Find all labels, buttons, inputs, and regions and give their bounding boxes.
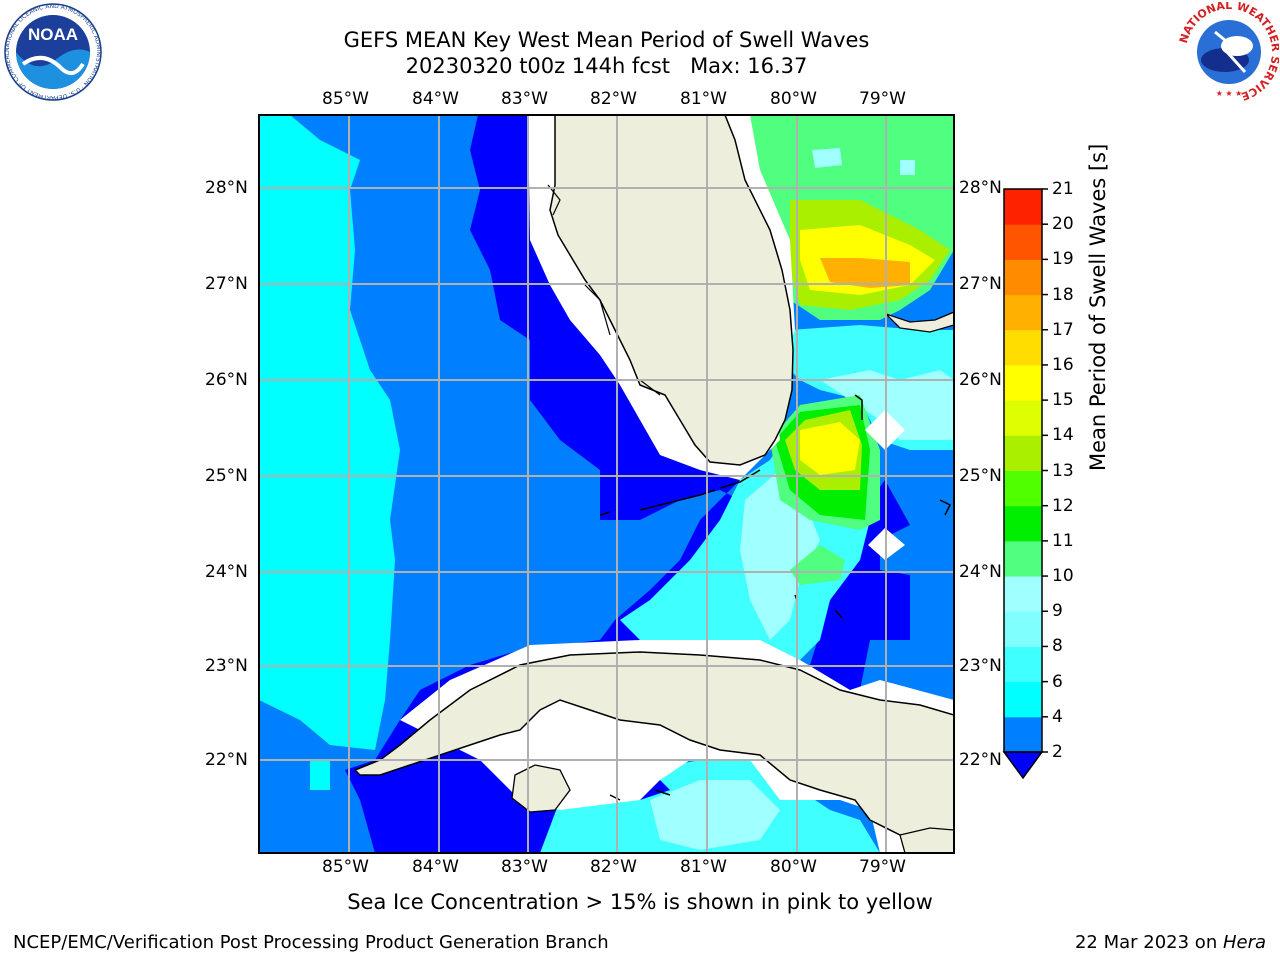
colorbar-segment xyxy=(1004,259,1042,296)
water-deep-shelf xyxy=(345,115,780,853)
lat-label-left: 27°N xyxy=(205,274,248,294)
lon-label-bottom: 80°W xyxy=(770,857,817,877)
colorbar-tick-label: 8 xyxy=(1052,636,1063,657)
lon-label-bottom: 79°W xyxy=(859,857,906,877)
water-south-cuba-pale xyxy=(650,780,780,850)
lon-label-top: 83°W xyxy=(501,89,548,109)
colorbar-segment xyxy=(1004,294,1042,331)
lat-label-left: 26°N xyxy=(205,370,248,390)
colorbar-tick-label: 4 xyxy=(1052,706,1063,727)
water-green-mid xyxy=(790,545,845,585)
colorbar-tick-label: 11 xyxy=(1052,530,1074,551)
florida-west-coast-islands xyxy=(547,184,661,396)
map-gridlines xyxy=(259,115,954,853)
lon-label-bottom: 85°W xyxy=(322,857,369,877)
lon-label-bottom: 84°W xyxy=(412,857,459,877)
colorbar xyxy=(1002,188,1048,780)
lon-label-top: 84°W xyxy=(412,89,459,109)
colorbar-tick-label: 9 xyxy=(1052,601,1063,622)
plot-subtitle: 20230320 t00z 144h fcst Max: 16.37 xyxy=(405,54,808,78)
lon-label-bottom: 83°W xyxy=(501,857,548,877)
water-pale-ne xyxy=(812,148,915,175)
colorbar-segment xyxy=(1004,681,1042,718)
map-frame xyxy=(258,114,955,854)
noaa-logo: NOAA NATIONAL OCEANIC AND ATMOSPHERIC AD… xyxy=(3,2,102,101)
lat-label-left: 28°N xyxy=(205,178,248,198)
colorbar-segment xyxy=(1004,435,1042,471)
plot-title: GEFS MEAN Key West Mean Period of Swell … xyxy=(343,28,870,52)
lon-label-bottom: 81°W xyxy=(680,857,727,877)
florida-keys xyxy=(599,394,952,801)
colorbar-label: Mean Period of Swell Waves [s] xyxy=(1086,143,1110,471)
lon-label-top: 85°W xyxy=(322,89,369,109)
land-isle-of-youth xyxy=(511,764,571,813)
swell-high-north-3 xyxy=(820,258,910,288)
colorbar-tick-label: 19 xyxy=(1052,249,1074,270)
colorbar-segment xyxy=(1004,540,1042,577)
lon-label-top: 79°W xyxy=(859,89,906,109)
lon-label-top: 82°W xyxy=(590,89,637,109)
lon-label-top: 80°W xyxy=(770,89,817,109)
footer-date-text: 22 Mar 2023 on xyxy=(1074,932,1223,953)
lon-label-bottom: 82°W xyxy=(590,857,637,877)
footer-date: 22 Mar 2023 on Hera xyxy=(1075,932,1266,953)
colorbar-segment xyxy=(1004,224,1042,260)
colorbar-tick-label: 2 xyxy=(1052,742,1063,762)
lat-label-right: 24°N xyxy=(959,562,1002,582)
lat-label-left: 22°N xyxy=(205,750,248,770)
colorbar-segment xyxy=(1004,505,1042,542)
water-cyan-west xyxy=(259,115,400,750)
water-cyan-west-patch xyxy=(310,760,330,790)
land-florida xyxy=(549,115,794,466)
colorbar-tick-label: 6 xyxy=(1052,671,1063,692)
colorbar-under-triangle xyxy=(1002,751,1044,780)
colorbar-tick-label: 20 xyxy=(1052,214,1074,235)
colorbar-tick-label: 12 xyxy=(1052,495,1074,516)
land-hispaniola-edge xyxy=(899,827,954,853)
colorbar-tick-label: 16 xyxy=(1052,354,1074,375)
lon-label-top: 81°W xyxy=(680,89,727,109)
colorbar-segment xyxy=(1004,576,1042,612)
colorbar-segment xyxy=(1004,329,1042,366)
colorbar-tick-label: 17 xyxy=(1052,319,1074,340)
lat-label-right: 22°N xyxy=(959,750,1002,770)
noaa-logo-text: NOAA xyxy=(28,25,78,44)
colorbar-tick-label: 13 xyxy=(1052,460,1074,481)
colorbar-segment xyxy=(1004,611,1042,647)
colorbar-tick-label: 15 xyxy=(1052,390,1074,411)
colorbar-tick-label: 10 xyxy=(1052,566,1074,587)
land-cuba xyxy=(353,651,954,853)
svg-text:★ ★ ★: ★ ★ ★ xyxy=(1216,89,1243,98)
lat-label-right: 25°N xyxy=(959,466,1002,486)
colorbar-segment xyxy=(1004,400,1042,436)
land-bahamas-grand xyxy=(885,311,954,333)
colorbar-segment xyxy=(1004,189,1042,225)
swell-high-south-4 xyxy=(800,422,860,475)
lat-label-right: 23°N xyxy=(959,656,1002,676)
lat-label-left: 24°N xyxy=(205,562,248,582)
colorbar-segment xyxy=(1004,470,1042,507)
colorbar-tick-label: 21 xyxy=(1052,179,1074,199)
sea-ice-caption: Sea Ice Concentration > 15% is shown in … xyxy=(347,890,933,914)
colorbar-segment xyxy=(1004,716,1042,753)
lat-label-right: 28°N xyxy=(959,178,1002,198)
lat-label-left: 25°N xyxy=(205,466,248,486)
colorbar-segment xyxy=(1004,364,1042,401)
colorbar-tick-label: 14 xyxy=(1052,425,1074,446)
footer-machine: Hera xyxy=(1222,932,1266,953)
footer-credit: NCEP/EMC/Verification Post Processing Pr… xyxy=(13,932,609,953)
colorbar-tick-label: 18 xyxy=(1052,284,1074,305)
lat-label-right: 27°N xyxy=(959,274,1002,294)
lat-label-left: 23°N xyxy=(205,656,248,676)
lat-label-right: 26°N xyxy=(959,370,1002,390)
colorbar-segment xyxy=(1004,646,1042,683)
